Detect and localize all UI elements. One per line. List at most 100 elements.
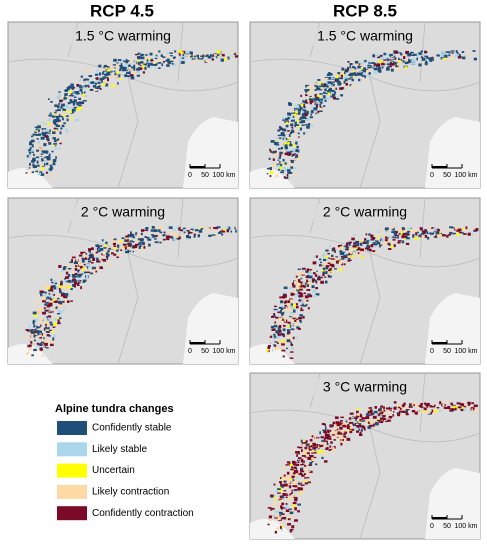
tundra-patch bbox=[271, 507, 275, 510]
tundra-patch bbox=[178, 227, 182, 231]
tundra-patch bbox=[292, 148, 296, 152]
tundra-patch bbox=[43, 307, 46, 309]
tundra-patch bbox=[462, 405, 467, 408]
tundra-patch bbox=[92, 270, 96, 274]
tundra-patch bbox=[308, 294, 313, 298]
tundra-patch bbox=[68, 107, 72, 109]
tundra-patch bbox=[137, 56, 141, 60]
tundra-patch bbox=[123, 246, 127, 250]
tundra-patch bbox=[288, 324, 292, 328]
tundra-patch bbox=[452, 231, 455, 234]
tundra-patch bbox=[383, 410, 386, 412]
tundra-patch bbox=[284, 168, 287, 171]
tundra-patch bbox=[47, 118, 51, 121]
tundra-patch bbox=[92, 85, 97, 88]
tundra-patch bbox=[363, 69, 367, 73]
tundra-patch bbox=[290, 341, 292, 345]
tundra-patch bbox=[159, 231, 163, 234]
tundra-patch bbox=[42, 310, 44, 313]
tundra-patch bbox=[81, 267, 85, 271]
tundra-patch bbox=[425, 60, 428, 63]
tundra-patch bbox=[47, 122, 50, 126]
tundra-patch bbox=[138, 246, 141, 249]
tundra-patch bbox=[345, 82, 349, 86]
tundra-patch bbox=[68, 273, 70, 277]
tundra-patch bbox=[277, 333, 282, 336]
tundra-patch bbox=[49, 287, 53, 290]
tundra-patch bbox=[405, 237, 410, 240]
tundra-patch bbox=[29, 140, 32, 143]
tundra-patch bbox=[473, 57, 477, 61]
tundra-patch bbox=[26, 329, 30, 331]
tundra-patch bbox=[297, 113, 301, 117]
tundra-patch bbox=[55, 118, 60, 122]
tundra-patch bbox=[69, 90, 72, 94]
tundra-patch bbox=[349, 422, 354, 425]
tundra-patch bbox=[308, 117, 311, 120]
tundra-patch bbox=[383, 240, 386, 244]
tundra-patch bbox=[368, 248, 372, 252]
tundra-patch bbox=[78, 97, 82, 100]
tundra-patch bbox=[368, 407, 373, 409]
tundra-patch bbox=[69, 99, 73, 102]
tundra-patch bbox=[415, 235, 419, 238]
tundra-patch bbox=[42, 131, 44, 135]
tundra-patch bbox=[59, 99, 64, 102]
tundra-patch bbox=[399, 60, 402, 63]
tundra-patch bbox=[110, 237, 115, 240]
tundra-patch bbox=[44, 329, 46, 331]
tundra-patch bbox=[472, 50, 476, 52]
tundra-patch bbox=[303, 468, 307, 471]
tundra-patch bbox=[349, 65, 352, 69]
tundra-patch bbox=[36, 294, 40, 297]
tundra-patch bbox=[346, 254, 349, 257]
tundra-patch bbox=[328, 88, 330, 91]
tundra-patch bbox=[96, 86, 101, 89]
tundra-patch bbox=[283, 128, 287, 132]
scale-label: 0 bbox=[430, 348, 434, 355]
tundra-patch bbox=[373, 71, 378, 74]
tundra-patch bbox=[374, 405, 377, 409]
tundra-patch bbox=[300, 307, 303, 310]
tundra-patch bbox=[404, 405, 409, 409]
tundra-patch bbox=[335, 434, 339, 437]
tundra-patch bbox=[95, 270, 98, 273]
scale-label: 100 km bbox=[213, 348, 236, 355]
tundra-patch bbox=[328, 86, 333, 88]
tundra-patch bbox=[337, 256, 341, 258]
tundra-patch bbox=[96, 83, 99, 87]
tundra-patch bbox=[341, 87, 344, 90]
tundra-patch bbox=[80, 265, 83, 269]
tundra-patch bbox=[150, 229, 155, 232]
tundra-patch bbox=[105, 77, 109, 79]
tundra-patch bbox=[395, 230, 398, 234]
tundra-patch bbox=[45, 171, 48, 174]
tundra-patch bbox=[39, 348, 43, 351]
tundra-patch bbox=[50, 278, 53, 281]
tundra-patch bbox=[391, 231, 396, 234]
tundra-patch bbox=[62, 108, 66, 111]
tundra-patch bbox=[273, 313, 276, 316]
tundra-patch bbox=[300, 458, 304, 463]
tundra-patch bbox=[116, 62, 119, 65]
tundra-patch bbox=[335, 98, 340, 100]
scale-label: 100 km bbox=[213, 172, 236, 179]
tundra-patch bbox=[117, 82, 119, 85]
tundra-patch bbox=[94, 253, 96, 256]
tundra-patch bbox=[457, 228, 459, 231]
tundra-patch bbox=[473, 227, 476, 231]
tundra-patch bbox=[353, 243, 356, 246]
tundra-patch bbox=[288, 508, 292, 510]
tundra-patch bbox=[395, 234, 400, 237]
tundra-patch bbox=[323, 267, 326, 271]
tundra-patch bbox=[97, 81, 101, 85]
tundra-patch bbox=[308, 470, 313, 473]
tundra-patch bbox=[76, 83, 80, 87]
tundra-patch bbox=[82, 100, 87, 102]
tundra-patch bbox=[426, 405, 429, 408]
tundra-patch bbox=[313, 110, 316, 114]
tundra-patch bbox=[356, 255, 360, 258]
tundra-patch bbox=[331, 77, 334, 80]
tundra-patch bbox=[458, 228, 462, 231]
tundra-patch bbox=[439, 54, 444, 58]
